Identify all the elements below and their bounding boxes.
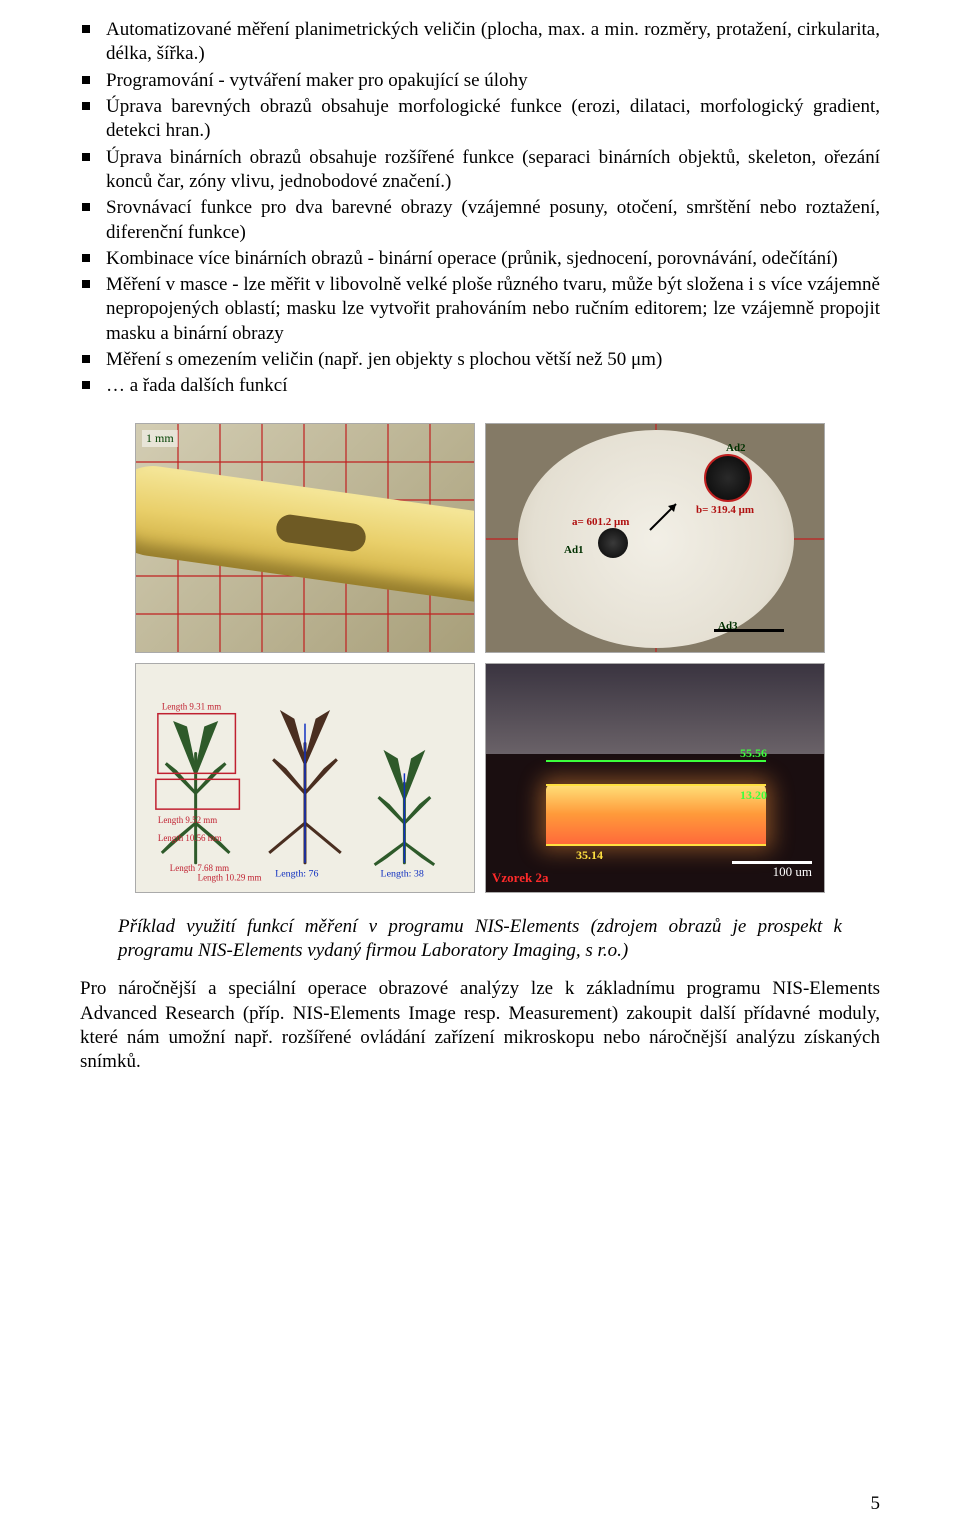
spot-circle — [704, 454, 752, 502]
figure-composite: 1 mm Ad2 Ad1 Ad3 a= 601.2 μm b= — [80, 423, 880, 893]
page-number: 5 — [871, 1493, 881, 1515]
measure-label: Length 10.56 mm — [158, 833, 222, 843]
label-ad2: Ad2 — [726, 442, 746, 454]
bullet-item: Kombinace více binárních obrazů - binárn… — [80, 247, 880, 271]
measure-line — [546, 760, 766, 762]
bullet-item: Měření v masce - lze měřit v libovolně v… — [80, 273, 880, 346]
bullet-item: Měření s omezením veličin (např. jen obj… — [80, 348, 880, 372]
document-page: Automatizované měření planimetrických ve… — [0, 0, 960, 1537]
figure-panel-plants: Length 9.31 mm Length 9.52 mm Length 10.… — [135, 663, 475, 893]
weld-background — [486, 664, 824, 754]
bullet-item: Úprava binárních obrazů obsahuje rozšíře… — [80, 146, 880, 195]
length-label: Length: 76 — [275, 868, 318, 879]
figure-row-bottom: Length 9.31 mm Length 9.52 mm Length 10.… — [135, 663, 825, 893]
bullet-item: Srovnávací funkce pro dva barevné obrazy… — [80, 196, 880, 245]
measurement-bot: 35.14 — [576, 848, 603, 863]
bullet-item: … a řada dalších funkcí — [80, 374, 880, 398]
figure-panel-disc: Ad2 Ad1 Ad3 a= 601.2 μm b= 319.4 μm — [485, 423, 825, 653]
sample-label: Vzorek 2a — [492, 870, 548, 886]
plants-svg: Length 9.31 mm Length 9.52 mm Length 10.… — [136, 664, 474, 893]
figure-caption: Příklad využití funkcí měření v programu… — [118, 915, 842, 964]
measure-label: Length 9.31 mm — [162, 701, 221, 711]
measure-label: Length 10.29 mm — [198, 872, 262, 882]
measure-line — [546, 844, 766, 846]
measure-line — [546, 784, 766, 786]
bullet-item: Úprava barevných obrazů obsahuje morfolo… — [80, 95, 880, 144]
scale-bar — [714, 629, 784, 632]
disc-shape — [518, 430, 794, 648]
weld-body — [546, 784, 766, 844]
bullet-item: Automatizované měření planimetrických ve… — [80, 18, 880, 67]
measure-label: Length 7.68 mm — [170, 862, 229, 872]
measurement-top: 55.56 — [740, 746, 767, 761]
label-ad1: Ad1 — [564, 544, 584, 556]
scale-label: 100 um — [773, 864, 812, 880]
arrow-icon — [646, 494, 686, 534]
label-dim-a: a= 601.2 μm — [572, 516, 629, 528]
figure-panel-weld: 55.56 13.20 35.14 Vzorek 2a 100 um — [485, 663, 825, 893]
bullet-list: Automatizované měření planimetrických ve… — [80, 18, 880, 399]
spot-circle — [598, 528, 628, 558]
bullet-item: Programování - vytváření maker pro opaku… — [80, 69, 880, 93]
figure-panel-tube: 1 mm — [135, 423, 475, 653]
scale-tag: 1 mm — [142, 430, 178, 447]
measurement-mid: 13.20 — [740, 788, 767, 803]
measure-label: Length 9.52 mm — [158, 815, 217, 825]
body-paragraph: Pro náročnější a speciální operace obraz… — [80, 977, 880, 1074]
length-label: Length: 38 — [381, 868, 424, 879]
figure-row-top: 1 mm Ad2 Ad1 Ad3 a= 601.2 μm b= — [135, 423, 825, 653]
label-dim-b: b= 319.4 μm — [696, 504, 754, 516]
